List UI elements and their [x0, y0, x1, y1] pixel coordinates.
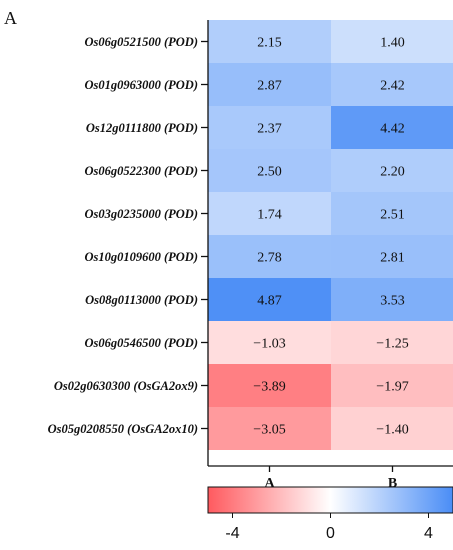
cell-value-label: 2.15 [257, 36, 282, 51]
heatmap-cell [331, 192, 453, 235]
heatmap-cell [331, 278, 453, 321]
column-label: B [388, 476, 397, 491]
colorbar-gradient [207, 486, 453, 514]
row-label: Os12g0111800 (POD) [86, 121, 198, 135]
heatmap-cell [331, 20, 453, 63]
cell-value-label: 1.40 [380, 36, 405, 51]
cell-value-label: 2.37 [257, 122, 282, 137]
heatmap-cells: 2.15 1.40 2.87 2.42 2.37 4.42 2.50 2.20 1.74 2.51… [208, 20, 453, 450]
heatmap-cell [208, 407, 331, 450]
colorbar-tick-label: -4 [225, 525, 239, 542]
heatmap-cell [208, 364, 331, 407]
heatmap-cell [208, 63, 331, 106]
colorbar-tick-label: 0 [326, 525, 335, 542]
heatmap-cell [331, 235, 453, 278]
heatmap-cell [331, 407, 453, 450]
heatmap-cell [331, 106, 453, 149]
row-label: Os08g0113000 (POD) [85, 293, 198, 307]
cell-value-label: 2.78 [257, 251, 282, 266]
column-label: A [264, 476, 275, 491]
cell-value-label: 4.42 [380, 122, 405, 137]
row-label: Os06g0521500 (POD) [84, 35, 198, 49]
row-label: Os03g0235000 (POD) [84, 207, 198, 221]
cell-value-label: 2.42 [380, 79, 405, 94]
heatmap-cell [208, 321, 331, 364]
cell-value-label: 4.87 [257, 294, 282, 309]
cell-value-label: 2.50 [257, 165, 282, 180]
heatmap-axes [201, 20, 453, 472]
colorbar: -4 0 4 [207, 486, 453, 542]
row-label: Os01g0963000 (POD) [84, 78, 198, 92]
heatmap-cell [208, 192, 331, 235]
row-label: Os02g0630300 (OsGA2ox9) [54, 379, 198, 393]
cell-value-label: 2.51 [380, 208, 405, 223]
heatmap-cell [208, 149, 331, 192]
cell-value-label: 1.74 [257, 208, 282, 223]
cell-value-label: 2.87 [257, 79, 282, 94]
cell-value-label: −1.40 [376, 423, 408, 438]
cell-value-label: −3.05 [253, 423, 285, 438]
row-label: Os10g0109600 (POD) [84, 250, 198, 264]
row-labels: Os06g0521500 (POD) Os01g0963000 (POD) Os12… [48, 35, 198, 436]
cell-value-label: 3.53 [380, 294, 405, 309]
cell-value-label: −3.89 [253, 380, 285, 395]
cell-value-label: −1.25 [376, 337, 408, 352]
heatmap-cell [208, 20, 331, 63]
cell-value-label: −1.03 [253, 337, 285, 352]
row-label: Os06g0522300 (POD) [84, 164, 198, 178]
colorbar-tick-label: 4 [424, 525, 433, 542]
panel-label: A [4, 8, 17, 28]
heatmap-cell [331, 321, 453, 364]
row-label: Os05g0208550 (OsGA2ox10) [48, 422, 198, 436]
heatmap-cell [331, 364, 453, 407]
heatmap-cell [208, 235, 331, 278]
cell-value-label: 2.20 [380, 165, 405, 180]
heatmap-cell [208, 106, 331, 149]
cell-value-label: −1.97 [376, 380, 408, 395]
row-label: Os06g0546500 (POD) [84, 336, 198, 350]
cell-value-label: 2.81 [380, 251, 405, 266]
heatmap-cell [208, 278, 331, 321]
heatmap-cell [331, 63, 453, 106]
heatmap-cell [331, 149, 453, 192]
